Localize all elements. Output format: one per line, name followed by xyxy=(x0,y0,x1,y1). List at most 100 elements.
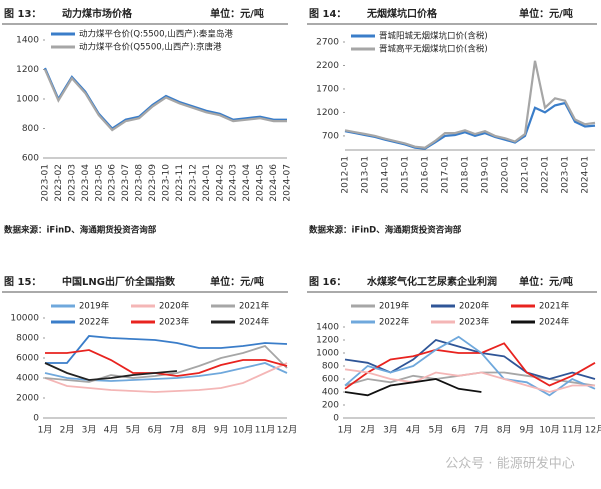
x-tick-label: 4月 xyxy=(104,425,119,436)
x-tick-label: 2019-01 xyxy=(481,156,491,194)
y-tick-label: 1400 xyxy=(16,36,39,46)
x-tick-label: 7月 xyxy=(474,425,489,436)
legend-label: 2023年 xyxy=(459,317,490,328)
legend-label: 2024年 xyxy=(239,317,270,328)
y-tick-label: 700 xyxy=(322,131,339,141)
legend-label: 2020年 xyxy=(159,301,190,312)
x-tick-label: 8月 xyxy=(497,425,512,436)
x-tick-label: 2017-01 xyxy=(441,156,451,194)
x-tick-label: 11月 xyxy=(562,425,582,436)
y-tick-label: 2700 xyxy=(316,38,339,48)
unit: 单位：元/吨 xyxy=(210,275,264,288)
figure-number: 图 16： xyxy=(309,276,346,288)
chart-title: 动力煤市场价格 xyxy=(62,7,133,20)
x-tick-label: 2023-12 xyxy=(188,164,198,202)
unit: 单位：元/吨 xyxy=(519,275,573,288)
x-tick-label: 2024-03 xyxy=(229,164,239,202)
chart-title: 无烟煤坑口价格 xyxy=(366,7,438,20)
series-line xyxy=(344,342,596,390)
x-tick-label: 5月 xyxy=(429,425,444,436)
y-tick-label: 800 xyxy=(322,362,339,372)
x-tick-label: 2024-01 xyxy=(202,164,212,202)
legend-label: 动力煤平仓价(Q5500,山西产):京唐港 xyxy=(79,42,222,53)
source: 数据来源：iFinD、海通期货投资咨询部 xyxy=(309,225,462,236)
series-line xyxy=(344,60,596,149)
x-tick-label: 2015-01 xyxy=(401,156,411,194)
series-line xyxy=(44,362,178,381)
legend-label: 晋城阳城无烟煤坑口价(含税) xyxy=(379,31,488,42)
series-line xyxy=(45,335,288,364)
legend-label: 晋城高平无烟煤坑口价(含税) xyxy=(379,44,488,55)
x-tick-label: 2016-01 xyxy=(421,156,431,194)
series-line xyxy=(45,349,288,377)
x-tick-label: 2018-01 xyxy=(461,156,471,194)
figure-number: 图 13： xyxy=(4,8,41,20)
x-tick-label: 10月 xyxy=(233,425,253,436)
x-tick-label: 2023-08 xyxy=(135,164,145,202)
y-tick-label: 200 xyxy=(322,401,339,411)
x-tick-label: 12月 xyxy=(277,425,297,436)
x-tick-label: 2023-05 xyxy=(94,164,104,202)
y-tick-label: 400 xyxy=(322,388,339,398)
x-tick-label: 2023-02 xyxy=(54,164,64,202)
x-tick-label: 5月 xyxy=(126,425,141,436)
y-tick-label: 1200 xyxy=(16,65,39,75)
x-tick-label: 2024-04 xyxy=(242,164,252,202)
x-tick-label: 2024-02 xyxy=(215,164,225,202)
x-tick-label: 10月 xyxy=(539,425,559,436)
legend-label: 动力煤平仓价(Q:5500,山西产):秦皇岛港 xyxy=(79,29,233,40)
legend-label: 2019年 xyxy=(79,301,110,312)
x-tick-label: 2012-01 xyxy=(341,156,351,194)
x-tick-label: 7月 xyxy=(170,425,185,436)
x-tick-label: 3月 xyxy=(383,425,398,436)
x-tick-label: 2020-01 xyxy=(501,156,511,194)
x-tick-label: 2023-01 xyxy=(561,156,571,194)
x-tick-label: 8月 xyxy=(192,425,207,436)
x-tick-label: 6月 xyxy=(451,425,466,436)
series-line xyxy=(44,362,288,393)
x-tick-label: 2023-04 xyxy=(81,164,91,202)
source: 数据来源：iFinD、海通期货投资咨询部 xyxy=(4,225,157,236)
y-tick-label: 10000 xyxy=(10,314,39,324)
y-tick-label: 1000 xyxy=(16,95,39,105)
x-tick-label: 2023-10 xyxy=(162,164,172,202)
legend-label: 2022年 xyxy=(379,317,410,328)
x-tick-label: 2013-01 xyxy=(361,156,371,194)
y-tick-label: 1400 xyxy=(316,323,339,333)
legend-label: 2019年 xyxy=(379,301,410,312)
x-tick-label: 9月 xyxy=(519,425,534,436)
legend-label: 2022年 xyxy=(79,317,110,328)
x-tick-label: 3月 xyxy=(82,425,97,436)
x-tick-label: 12月 xyxy=(585,425,601,436)
legend-label: 2021年 xyxy=(239,301,270,312)
series-line xyxy=(43,69,287,132)
x-tick-label: 4月 xyxy=(406,425,421,436)
y-tick-label: 600 xyxy=(22,154,39,164)
x-tick-label: 2023-01 xyxy=(41,164,51,202)
y-tick-label: 6000 xyxy=(16,354,39,364)
figure-number: 图 15： xyxy=(4,276,41,288)
x-tick-label: 2022-01 xyxy=(541,156,551,194)
legend-label: 2020年 xyxy=(459,301,490,312)
x-tick-label: 6月 xyxy=(148,425,163,436)
x-tick-label: 2023-11 xyxy=(175,164,185,202)
x-tick-label: 2024-07 xyxy=(283,164,293,202)
x-tick-label: 1月 xyxy=(338,425,353,436)
unit: 单位：元/吨 xyxy=(519,7,573,20)
x-tick-label: 9月 xyxy=(214,425,229,436)
x-tick-label: 2月 xyxy=(360,425,375,436)
x-tick-label: 2月 xyxy=(60,425,75,436)
y-tick-label: 600 xyxy=(322,375,339,385)
x-tick-label: 2021-01 xyxy=(521,156,531,194)
y-tick-label: 1700 xyxy=(316,84,339,94)
x-tick-label: 2024-01 xyxy=(581,156,591,194)
series-line xyxy=(344,101,596,150)
watermark: 公众号 · 能源研发中心 xyxy=(445,456,574,472)
x-tick-label: 2023-09 xyxy=(148,164,158,202)
x-tick-label: 2024-05 xyxy=(256,164,266,202)
x-tick-label: 2023-03 xyxy=(67,164,77,202)
series-line xyxy=(344,378,482,397)
series-line xyxy=(344,368,595,393)
x-tick-label: 11月 xyxy=(255,425,275,436)
